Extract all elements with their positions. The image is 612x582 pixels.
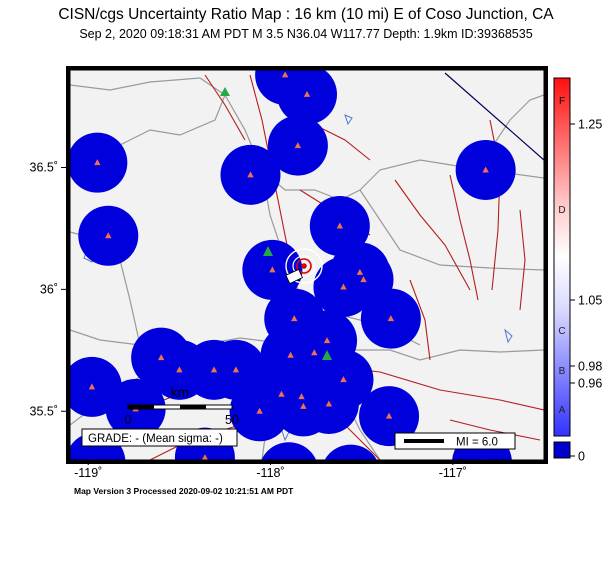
station-triangle <box>303 90 311 97</box>
fault <box>204 74 246 141</box>
fault <box>449 174 479 301</box>
colorbar: 1.25 1.05 0.98 0.96 0 F D C B A <box>553 77 602 464</box>
map-title: CISN/cgs Uncertainty Ratio Map : 16 km (… <box>58 6 554 23</box>
station-triangle <box>210 366 218 373</box>
station-coverage-circle <box>255 70 316 105</box>
scale-bar: km 0 50 <box>125 384 239 427</box>
colorbar-tick-label: 1.25 <box>578 118 602 132</box>
station-triangle <box>201 454 209 460</box>
colorbar-letter: A <box>559 405 566 416</box>
x-tick-label: -118˚ <box>256 466 284 480</box>
colorbar-tick-label: 0.98 <box>578 360 602 374</box>
fault <box>409 279 431 361</box>
fault <box>449 419 541 441</box>
station-triangle <box>294 142 302 149</box>
station-triangle <box>176 366 183 373</box>
station-triangle <box>281 71 289 78</box>
mi-legend-label: MI = 6.0 <box>456 437 498 449</box>
station-triangle <box>287 351 294 358</box>
colorbar-letter: C <box>558 326 565 337</box>
colorbar-zero-swatch <box>553 441 571 459</box>
map-version-footer: Map Version 3 Processed 2020-09-02 10:21… <box>74 486 294 496</box>
station-triangle <box>340 376 347 383</box>
colorbar-gradient <box>553 77 571 437</box>
y-tick-label: 36.5˚ <box>30 161 59 175</box>
station-triangle <box>269 266 276 273</box>
station-triangle <box>298 393 305 400</box>
x-tick-label: -119˚ <box>74 466 102 480</box>
station-triangle <box>311 349 318 356</box>
x-axis: -119˚ -118˚ -117˚ <box>74 460 467 480</box>
station-coverage-circle <box>261 442 317 460</box>
station-triangle <box>360 276 367 283</box>
station-triangle <box>323 337 331 344</box>
grade-label: GRADE: - (Mean sigma: -) <box>88 433 223 445</box>
road <box>359 189 544 271</box>
station-triangle <box>340 283 347 290</box>
fault <box>394 179 471 291</box>
station-triangle <box>105 232 112 239</box>
station-triangle <box>232 366 240 373</box>
state-border <box>444 72 544 161</box>
station-triangle <box>348 471 354 477</box>
colorbar-tick-label: 1.05 <box>578 294 602 308</box>
colorbar-tick-label: 0 <box>578 450 585 464</box>
lake <box>344 114 353 126</box>
y-axis: 36.5˚ 36˚ 35.5˚ <box>30 161 66 418</box>
colorbar-letter: D <box>558 205 565 216</box>
mi-legend: MI = 6.0 <box>394 432 516 450</box>
station-triangle <box>385 412 393 419</box>
lake <box>504 328 513 344</box>
map-frame <box>66 66 548 477</box>
y-tick-label: 36˚ <box>40 282 58 296</box>
epicenter-marker <box>220 87 332 360</box>
station-triangle <box>482 166 489 173</box>
colorbar-letter: B <box>559 366 566 377</box>
station-triangle <box>356 268 364 275</box>
station-triangle <box>286 469 292 475</box>
x-tick-label: -117˚ <box>439 466 467 480</box>
station-triangle <box>300 402 307 409</box>
station-triangle <box>336 222 344 229</box>
station-triangle <box>291 315 298 322</box>
station-triangle <box>94 159 101 166</box>
colorbar-letter: F <box>559 96 565 107</box>
station-triangle <box>256 407 263 414</box>
station-triangle <box>157 354 165 361</box>
y-tick-label: 35.5˚ <box>30 404 59 418</box>
scale-bar-start: 0 <box>125 413 132 427</box>
fault <box>519 209 526 311</box>
station-triangle <box>247 171 254 178</box>
road <box>70 77 544 201</box>
grade-box: GRADE: - (Mean sigma: -) <box>81 428 238 447</box>
scale-bar-unit: km <box>171 384 190 400</box>
station-triangle <box>325 400 333 407</box>
scale-bar-end: 50 <box>225 413 239 427</box>
colorbar-tick-label: 0.96 <box>578 377 602 391</box>
station-triangle <box>278 390 285 397</box>
station-triangle <box>88 383 96 390</box>
station-coverage-circle <box>324 444 377 460</box>
station-triangle <box>387 315 395 322</box>
event-subtitle: Sep 2, 2020 09:18:31 AM PDT M 3.5 N36.04… <box>79 27 533 41</box>
